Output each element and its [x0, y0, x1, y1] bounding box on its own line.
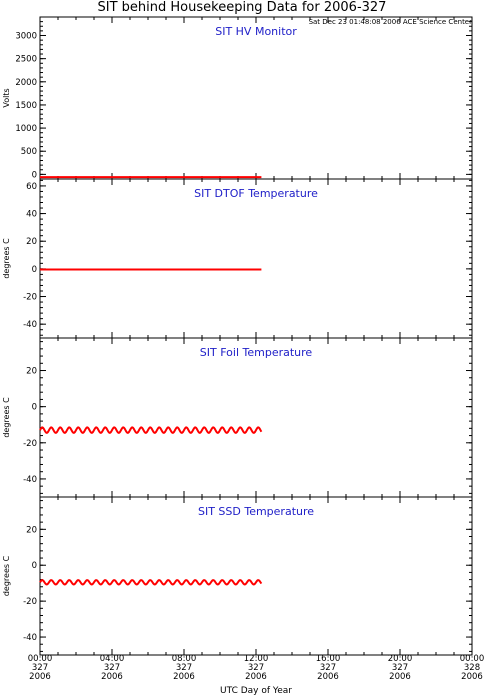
y-axis-label: Volts — [2, 88, 11, 107]
y-tick-label: -40 — [23, 475, 37, 485]
y-tick-label: 20 — [26, 525, 37, 535]
x-tick-label: 327 — [32, 663, 48, 673]
x-tick-label: 2006 — [389, 672, 411, 682]
y-axis-label: degrees C — [2, 238, 11, 279]
y-tick-label: -40 — [23, 320, 37, 330]
x-tick-label: 08:00 — [172, 654, 197, 664]
x-tick-label: 2006 — [245, 672, 267, 682]
y-tick-label: 1000 — [15, 124, 37, 134]
data-series-line — [39, 579, 263, 586]
x-tick-label: 327 — [248, 663, 264, 673]
y-tick-label: 60 — [26, 182, 37, 192]
timestamp: Sat Dec 23 01:48:08 2006 ACE Science Cen… — [309, 18, 473, 26]
x-tick-label: 00:00 — [28, 654, 53, 664]
panels: SIT HV MonitorVolts050010001500200025003… — [2, 16, 473, 656]
y-tick-label: 20 — [26, 367, 37, 377]
x-tick-label: 2006 — [29, 672, 51, 682]
x-tick-label: 00:00 — [460, 654, 485, 664]
panel-3: SIT Foil Temperature degrees C -40 -20 0 20 — [2, 337, 473, 498]
y-tick-label: 2000 — [15, 78, 37, 88]
x-tick-label: 16:00 — [316, 654, 341, 664]
panel-2: SIT DTOF Temperature degrees C -40 -20 0 20 40… — [2, 178, 473, 339]
x-axis-label: UTC Day of Year — [220, 686, 292, 696]
y-tick-label: -20 — [23, 439, 37, 449]
y-tick-label: 0 — [32, 170, 37, 180]
x-tick-label: 327 — [176, 663, 192, 673]
y-tick-label: -20 — [23, 293, 37, 303]
panel-title: SIT HV Monitor — [215, 25, 297, 38]
x-tick-label: 327 — [320, 663, 336, 673]
x-tick-label: 2006 — [101, 672, 123, 682]
panel-4: SIT SSD Temperature degrees C -40 -20 0 20 — [2, 496, 473, 656]
x-tick-label: 327 — [392, 663, 408, 673]
y-tick-label: 500 — [21, 147, 37, 157]
x-tick-label: 328 — [464, 663, 480, 673]
y-tick-label: 2500 — [15, 55, 37, 65]
panel-1: SIT HV Monitor Volts 0 500 1000 1500 2000 2500 3… — [2, 16, 473, 180]
y-tick-label: 1500 — [15, 101, 37, 111]
y-axis-label: degrees C — [2, 397, 11, 438]
x-tick-label: 12:00 — [244, 654, 269, 664]
x-tick-label: 2006 — [173, 672, 195, 682]
y-tick-label: -40 — [23, 633, 37, 643]
data-series-line — [39, 426, 263, 434]
y-tick-label: 0 — [32, 561, 37, 571]
panel-frame — [39, 337, 473, 498]
y-tick-label: 0 — [32, 403, 37, 413]
x-tick-label: 2006 — [317, 672, 339, 682]
x-tick-label: 2006 — [461, 672, 483, 682]
y-tick-label: -20 — [23, 597, 37, 607]
x-tick-label: 04:00 — [100, 654, 125, 664]
y-tick-label: 20 — [26, 237, 37, 247]
x-tick-label: 327 — [104, 663, 120, 673]
y-tick-label: 0 — [32, 265, 37, 275]
y-tick-label: 40 — [26, 210, 37, 220]
chart-title: SIT behind Housekeeping Data for 2006-32… — [98, 0, 387, 15]
y-tick-label: 3000 — [15, 32, 37, 42]
panel-frame — [39, 16, 473, 180]
panel-frame — [39, 496, 473, 656]
x-tick-label: 20:00 — [388, 654, 413, 664]
panel-title: SIT DTOF Temperature — [194, 187, 318, 200]
panel-title: SIT Foil Temperature — [200, 346, 313, 359]
panel-frame — [39, 178, 473, 339]
panel-title: SIT SSD Temperature — [198, 505, 314, 518]
y-axis-label: degrees C — [2, 555, 11, 596]
x-axis-labels: 00:00327200604:00327200608:00327200612:0… — [28, 654, 485, 682]
